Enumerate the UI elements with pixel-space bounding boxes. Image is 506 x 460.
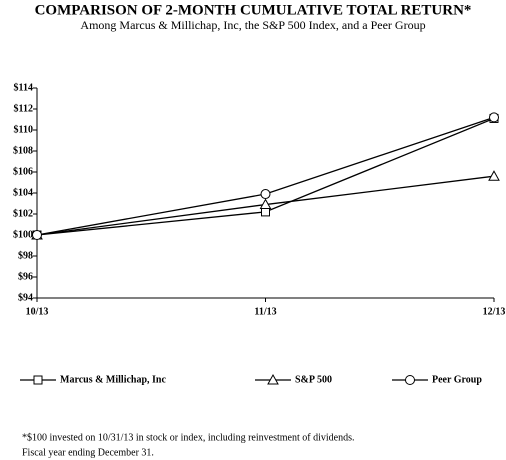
y-tick-label: $104 — [13, 187, 33, 198]
marker — [405, 375, 415, 385]
legend-label: S&P 500 — [295, 374, 332, 385]
y-tick-label: $98 — [18, 250, 33, 261]
marker — [488, 170, 500, 181]
y-tick-label: $106 — [13, 166, 33, 177]
x-tick-label: 10/13 — [26, 306, 49, 317]
x-tick-label: 12/13 — [483, 306, 506, 317]
chart-subtitle: Among Marcus & Millichap, Inc, the S&P 5… — [80, 18, 425, 32]
y-tick-label: $96 — [18, 271, 33, 282]
y-tick-label: $100 — [13, 229, 33, 240]
line — [36, 116, 495, 236]
legend-label: Marcus & Millichap, Inc — [60, 374, 166, 385]
marker — [33, 375, 43, 385]
marker — [260, 189, 271, 200]
x-tick-label: 11/13 — [254, 306, 276, 317]
y-tick-label: $102 — [13, 208, 33, 219]
y-tick-label: $110 — [14, 124, 33, 135]
marker — [261, 207, 270, 217]
footnote: *$100 invested on 10/31/13 in stock or i… — [22, 432, 354, 443]
legend-label: Peer Group — [432, 374, 482, 385]
marker — [489, 112, 499, 123]
footnote: Fiscal year ending December 31. — [22, 447, 154, 458]
marker — [32, 230, 42, 240]
y-tick-label: $108 — [13, 145, 33, 156]
marker — [259, 198, 272, 210]
y-tick-label: $112 — [14, 103, 33, 114]
y-tick-label: $94 — [18, 292, 33, 303]
chart-title: COMPARISON OF 2-MONTH CUMULATIVE TOTAL R… — [35, 2, 472, 18]
line — [36, 117, 495, 236]
y-tick-label: $114 — [14, 82, 33, 93]
marker — [267, 373, 279, 385]
